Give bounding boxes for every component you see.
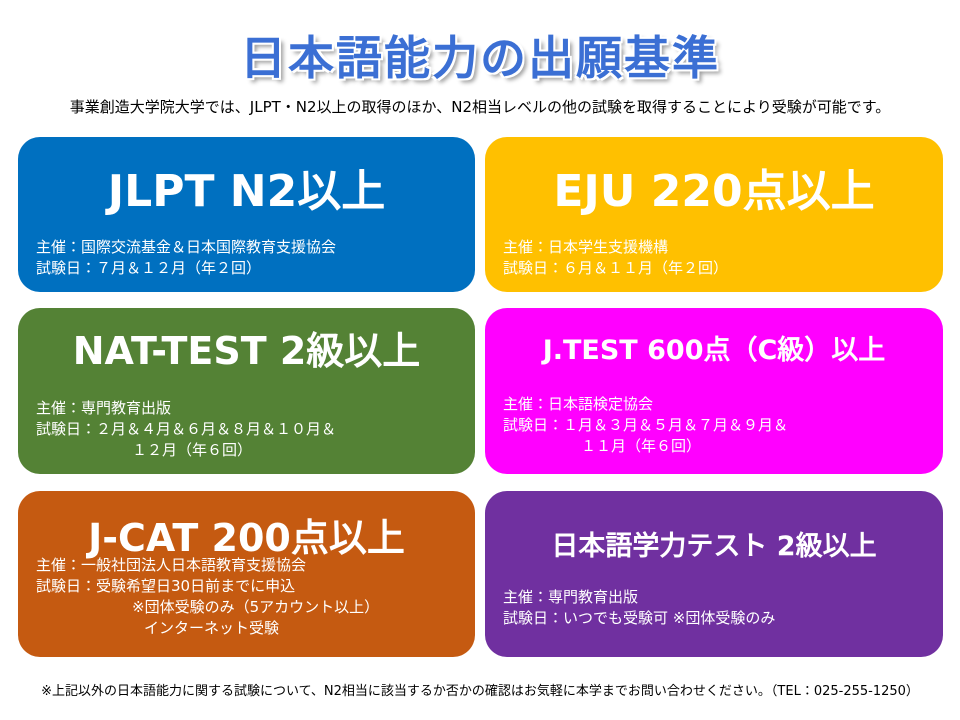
exam-card: 日本語学力テスト 2級以上主催：専門教育出版試験日：いつでも受験可 ※団体受験の… <box>485 491 943 657</box>
card-details: 主催：一般社団法人日本語教育支援協会 試験日：受験希望日30日前までに申込 ※団体受… <box>36 555 465 639</box>
detail-line: 主催：専門教育出版 <box>36 399 172 417</box>
detail-line: 試験日：１月＆３月＆５月＆７月＆９月＆ <box>503 416 789 434</box>
exam-card: J.TEST 600点（C級）以上主催：日本語検定協会試験日：１月＆３月＆５月＆… <box>485 308 943 474</box>
detail-line: インターネット受験 <box>144 619 280 637</box>
card-details: 主催：専門教育出版試験日：いつでも受験可 ※団体受験のみ <box>503 587 933 629</box>
detail-line: 主催：日本語検定協会 <box>503 395 654 413</box>
slide-title: 日本語能力の出願基準 <box>240 31 720 85</box>
card-details: 主催：日本語検定協会試験日：１月＆３月＆５月＆７月＆９月＆ １１月（年６回） <box>503 394 933 457</box>
detail-line: 試験日：２月＆４月＆６月＆８月＆１０月＆ <box>36 420 337 438</box>
detail-line: １２月（年６回） <box>132 441 253 459</box>
card-title: 日本語学力テスト 2級以上 <box>551 531 877 562</box>
exam-card: NAT-TEST 2級以上主催：専門教育出版試験日：２月＆４月＆６月＆８月＆１０… <box>18 308 475 474</box>
detail-line: 試験日：７月＆１２月（年２回） <box>36 259 262 277</box>
detail-line: 試験日：受験希望日30日前までに申込 <box>36 577 296 595</box>
detail-line: 主催：国際交流基金＆日本国際教育支援協会 <box>36 238 337 256</box>
footnote: ※上記以外の日本語能力に関する試験について、N2相当に該当するか否かの確認はお気… <box>41 684 919 699</box>
card-details: 主催：専門教育出版試験日：２月＆４月＆６月＆８月＆１０月＆ １２月（年６回） <box>36 398 465 461</box>
card-title: J.TEST 600点（C級）以上 <box>542 335 886 366</box>
subtitle: 事業創造大学院大学では、JLPT・N2以上の取得のほか、N2相当レベルの他の試験… <box>69 98 891 116</box>
detail-line: 主催：一般社団法人日本語教育支援協会 <box>36 556 307 574</box>
detail-line: 主催：専門教育出版 <box>503 588 639 606</box>
detail-line: 試験日：いつでも受験可 ※団体受験のみ <box>503 609 776 627</box>
card-title: J-CAT 200点以上 <box>88 516 405 560</box>
card-title: NAT-TEST 2級以上 <box>72 329 421 373</box>
card-title: JLPT N2以上 <box>107 166 386 217</box>
detail-line: 主催：日本学生支援機構 <box>503 238 669 256</box>
detail-line: 試験日：６月＆１１月（年２回） <box>503 259 729 277</box>
exam-card: EJU 220点以上主催：日本学生支援機構試験日：６月＆１１月（年２回） <box>485 137 943 292</box>
exam-card: J-CAT 200点以上 主催：一般社団法人日本語教育支援協会 試験日：受験希望日3… <box>18 491 475 657</box>
exam-card: JLPT N2以上主催：国際交流基金＆日本国際教育支援協会 試験日：７月＆１２月（… <box>18 137 475 292</box>
detail-line: ※団体受験のみ（5アカウント以上） <box>132 598 380 616</box>
card-details: 主催：国際交流基金＆日本国際教育支援協会 試験日：７月＆１２月（年２回） <box>36 237 465 279</box>
card-title: EJU 220点以上 <box>553 166 875 217</box>
card-details: 主催：日本学生支援機構試験日：６月＆１１月（年２回） <box>503 237 933 279</box>
detail-line: １１月（年６回） <box>581 437 702 455</box>
